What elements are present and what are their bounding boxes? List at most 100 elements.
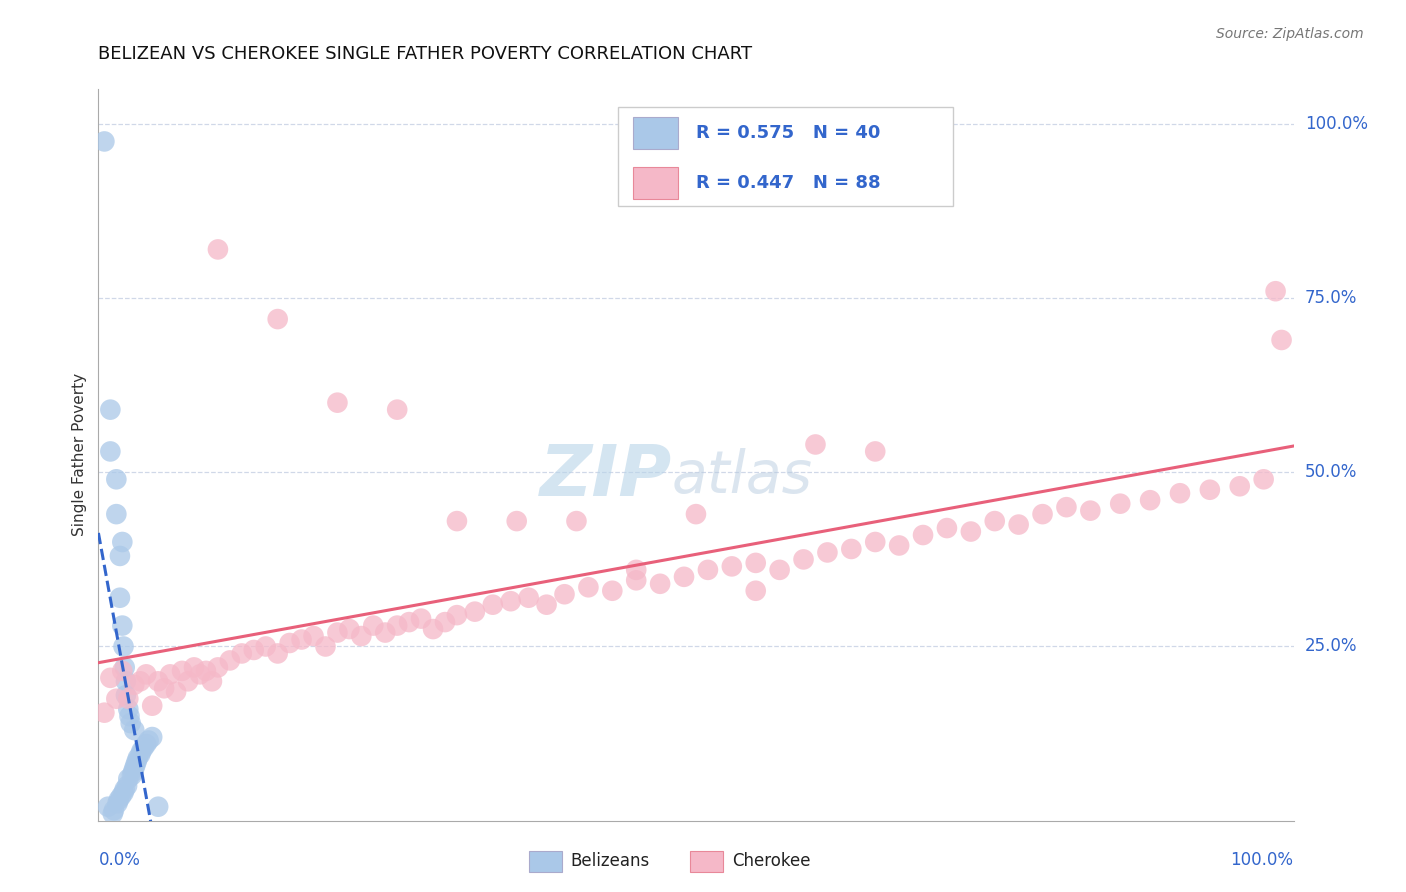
- Point: [131, 744, 153, 758]
- Bar: [633, 118, 678, 150]
- Text: 75.0%: 75.0%: [1305, 289, 1357, 307]
- Point: [111, 535, 134, 549]
- Point: [115, 779, 138, 793]
- Point: [172, 664, 194, 678]
- Point: [745, 583, 768, 598]
- Point: [291, 632, 314, 647]
- Point: [112, 786, 135, 800]
- Point: [936, 521, 959, 535]
- Point: [177, 674, 200, 689]
- FancyBboxPatch shape: [619, 108, 953, 206]
- Point: [114, 782, 136, 797]
- Point: [506, 514, 529, 528]
- Point: [219, 653, 242, 667]
- Point: [1168, 486, 1191, 500]
- Y-axis label: Single Father Poverty: Single Father Poverty: [72, 374, 87, 536]
- Point: [108, 549, 131, 563]
- Point: [481, 598, 505, 612]
- Point: [97, 799, 120, 814]
- Point: [464, 605, 486, 619]
- Point: [138, 733, 160, 747]
- Point: [188, 667, 211, 681]
- Point: [108, 591, 131, 605]
- Point: [1080, 503, 1102, 517]
- Point: [98, 444, 122, 458]
- Point: [124, 761, 146, 775]
- Point: [697, 563, 720, 577]
- Point: [626, 574, 648, 588]
- Point: [804, 437, 827, 451]
- Point: [117, 691, 139, 706]
- Point: [207, 660, 229, 674]
- Point: [124, 723, 146, 737]
- Point: [1008, 517, 1031, 532]
- Point: [721, 559, 744, 574]
- Point: [1032, 507, 1054, 521]
- Point: [135, 737, 157, 751]
- Text: 100.0%: 100.0%: [1305, 115, 1368, 133]
- Point: [93, 706, 115, 720]
- Point: [602, 583, 624, 598]
- Point: [422, 622, 444, 636]
- Point: [565, 514, 588, 528]
- Point: [984, 514, 1007, 528]
- Point: [122, 764, 145, 779]
- Point: [153, 681, 176, 696]
- Point: [115, 674, 138, 689]
- Point: [117, 772, 139, 786]
- Point: [302, 629, 325, 643]
- Point: [207, 243, 229, 257]
- Point: [517, 591, 540, 605]
- Point: [114, 660, 136, 674]
- Point: [148, 674, 170, 689]
- Point: [267, 647, 290, 661]
- Point: [1199, 483, 1222, 497]
- Point: [911, 528, 934, 542]
- Point: [105, 472, 128, 486]
- Bar: [529, 851, 562, 871]
- Point: [110, 789, 132, 804]
- Point: [267, 312, 290, 326]
- Point: [865, 444, 887, 458]
- Text: 0.0%: 0.0%: [98, 851, 141, 869]
- Text: atlas: atlas: [672, 449, 813, 506]
- Point: [231, 647, 253, 661]
- Point: [326, 625, 349, 640]
- Point: [121, 768, 143, 782]
- Point: [125, 755, 148, 769]
- Point: [1264, 284, 1286, 298]
- Point: [101, 806, 124, 821]
- Point: [1139, 493, 1161, 508]
- Bar: [690, 851, 724, 871]
- Point: [132, 740, 155, 755]
- Point: [1253, 472, 1275, 486]
- Point: [793, 552, 815, 566]
- Point: [398, 615, 420, 629]
- Point: [648, 576, 672, 591]
- Point: [111, 618, 134, 632]
- Point: [385, 618, 409, 632]
- Point: [105, 691, 128, 706]
- Point: [127, 751, 149, 765]
- Point: [103, 803, 125, 817]
- Point: [141, 698, 163, 713]
- Text: ZIP: ZIP: [540, 442, 672, 511]
- Point: [115, 688, 138, 702]
- Point: [554, 587, 576, 601]
- Point: [105, 507, 128, 521]
- Point: [201, 674, 224, 689]
- Text: Cherokee: Cherokee: [733, 852, 810, 870]
- Text: 100.0%: 100.0%: [1230, 851, 1294, 869]
- Text: Source: ZipAtlas.com: Source: ZipAtlas.com: [1216, 27, 1364, 41]
- Point: [254, 640, 277, 654]
- Point: [98, 402, 122, 417]
- Point: [499, 594, 522, 608]
- Point: [1056, 500, 1078, 515]
- Point: [135, 667, 157, 681]
- Point: [815, 545, 838, 559]
- Text: R = 0.575   N = 40: R = 0.575 N = 40: [696, 124, 880, 142]
- Point: [148, 799, 170, 814]
- Point: [374, 625, 396, 640]
- Point: [124, 758, 146, 772]
- Bar: [633, 167, 678, 199]
